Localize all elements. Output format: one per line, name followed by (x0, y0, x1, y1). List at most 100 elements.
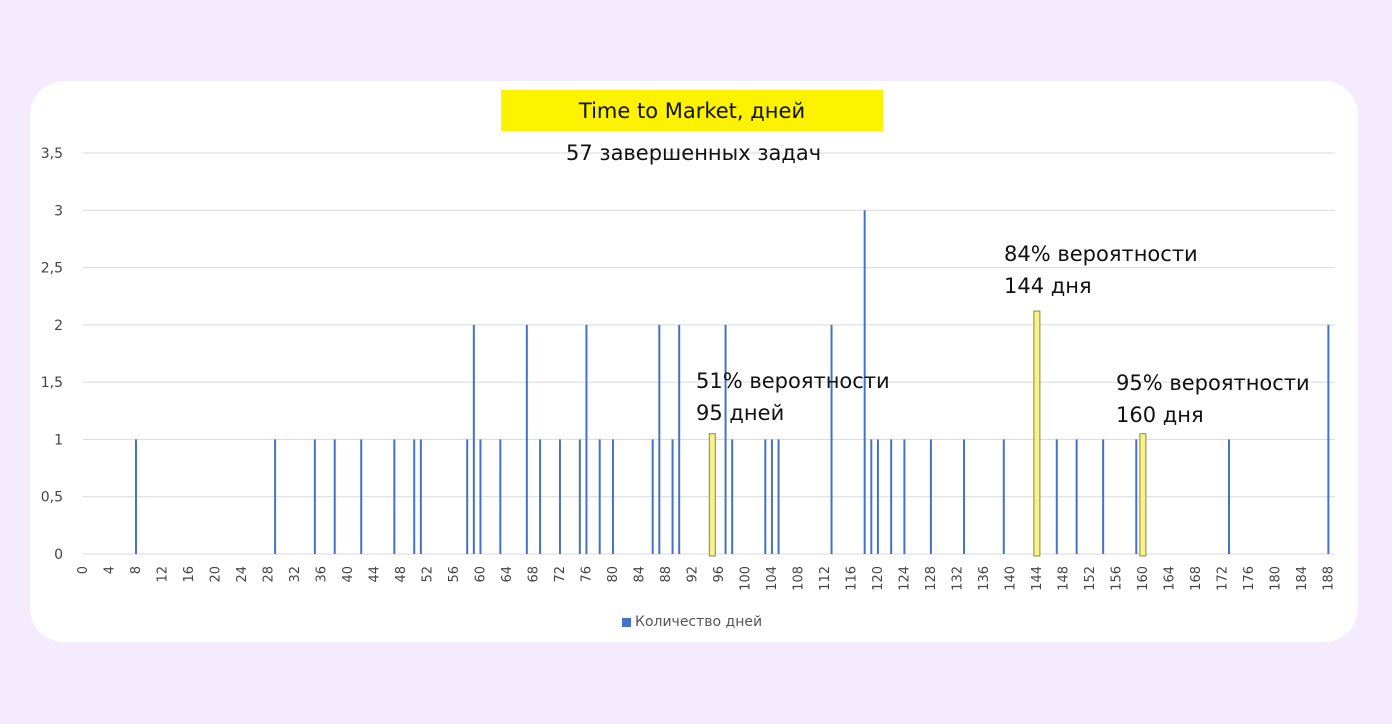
x-tick-label: 156 (1109, 566, 1124, 591)
bar (558, 439, 561, 554)
bar (890, 439, 893, 554)
chart-subtitle: 57 завершенных задач (566, 141, 822, 165)
bar (1002, 439, 1005, 554)
x-tick-label: 72 (553, 566, 568, 583)
y-tick-label: 2,5 (41, 261, 63, 277)
bar (678, 324, 681, 554)
bar (539, 439, 542, 554)
bar (578, 439, 581, 554)
y-tick-label: 1 (54, 432, 63, 448)
bar (1327, 324, 1330, 554)
x-tick-label: 132 (950, 566, 965, 591)
bar (1228, 439, 1231, 554)
y-tick-label: 0,5 (41, 490, 63, 506)
bar (313, 439, 316, 554)
x-tick-label: 16 (182, 566, 197, 583)
x-tick-label: 108 (791, 566, 806, 591)
bar (671, 439, 674, 554)
x-tick-label: 56 (447, 566, 462, 583)
y-tick-label: 0 (54, 547, 63, 563)
x-tick-label: 124 (897, 566, 912, 591)
x-tick-label: 116 (844, 566, 859, 591)
bar (651, 439, 654, 554)
x-tick-label: 112 (818, 566, 833, 591)
bar (1055, 439, 1058, 554)
x-tick-label: 36 (314, 566, 329, 583)
chart-legend: Количество дней (622, 614, 762, 630)
chart-title: Time to Market, дней (501, 90, 883, 131)
bar (611, 439, 614, 554)
bar (903, 439, 906, 554)
x-tick-label: 80 (606, 566, 621, 583)
x-tick-label: 144 (1030, 566, 1045, 591)
bar (466, 439, 469, 554)
x-tick-label: 48 (394, 566, 409, 583)
bar (731, 439, 734, 554)
x-tick-label: 96 (712, 566, 727, 583)
bar (360, 439, 363, 554)
x-tick-label: 8 (129, 566, 144, 574)
x-tick-label: 184 (1295, 566, 1310, 591)
bar (963, 439, 966, 554)
highlight-marker (1139, 433, 1147, 557)
legend-label: Количество дней (635, 614, 763, 630)
x-tick-label: 100 (738, 566, 753, 591)
bar (479, 439, 482, 554)
x-tick-label: 20 (208, 566, 223, 583)
y-tick-label: 3,5 (41, 146, 63, 162)
x-tick-label: 172 (1215, 566, 1230, 591)
bar (1102, 439, 1105, 554)
highlight-marker (1033, 310, 1041, 557)
x-tick-label: 64 (500, 566, 515, 583)
x-tick-label: 84 (632, 566, 647, 583)
bar (830, 324, 833, 554)
bar (525, 324, 528, 554)
bar (1075, 439, 1078, 554)
x-tick-label: 28 (261, 566, 276, 583)
bar (1135, 439, 1138, 554)
bar (929, 439, 932, 554)
bar (274, 439, 277, 554)
x-tick-label: 32 (288, 566, 303, 583)
y-tick-label: 3 (54, 203, 63, 219)
bar (777, 439, 780, 554)
x-tick-label: 12 (155, 566, 170, 583)
bar (770, 439, 773, 554)
x-tick-label: 164 (1162, 566, 1177, 591)
legend-swatch-icon (622, 617, 631, 627)
x-tick-label: 128 (924, 566, 939, 591)
x-tick-label: 88 (659, 566, 674, 583)
x-tick-label: 0 (76, 566, 91, 574)
annotation-label: 160 дня (1116, 403, 1204, 427)
x-tick-label: 92 (685, 566, 700, 583)
x-tick-label: 24 (235, 566, 250, 583)
bar (658, 324, 661, 554)
annotation-label: 51% вероятности (696, 369, 890, 393)
x-tick-label: 120 (871, 566, 886, 591)
x-tick-label: 68 (526, 566, 541, 583)
x-tick-label: 76 (579, 566, 594, 583)
annotation-label: 95% вероятности (1116, 371, 1310, 395)
x-tick-label: 52 (420, 566, 435, 583)
bar (863, 210, 866, 555)
bar (585, 324, 588, 554)
x-tick-label: 176 (1242, 566, 1257, 591)
x-tick-label: 104 (765, 566, 780, 591)
x-tick-label: 180 (1268, 566, 1283, 591)
bar (333, 439, 336, 554)
x-tick-label: 140 (1003, 566, 1018, 591)
bar (876, 439, 879, 554)
bar (870, 439, 873, 554)
highlight-marker (708, 433, 716, 557)
annotation-label: 95 дней (696, 401, 784, 425)
bar (724, 324, 727, 554)
bar (413, 439, 416, 554)
bar (419, 439, 422, 554)
x-tick-label: 136 (977, 566, 992, 591)
bar (499, 439, 502, 554)
x-tick-label: 160 (1136, 566, 1151, 591)
x-tick-label: 40 (341, 566, 356, 583)
x-tick-label: 148 (1056, 566, 1071, 591)
annotation-label: 84% вероятности (1004, 242, 1198, 266)
